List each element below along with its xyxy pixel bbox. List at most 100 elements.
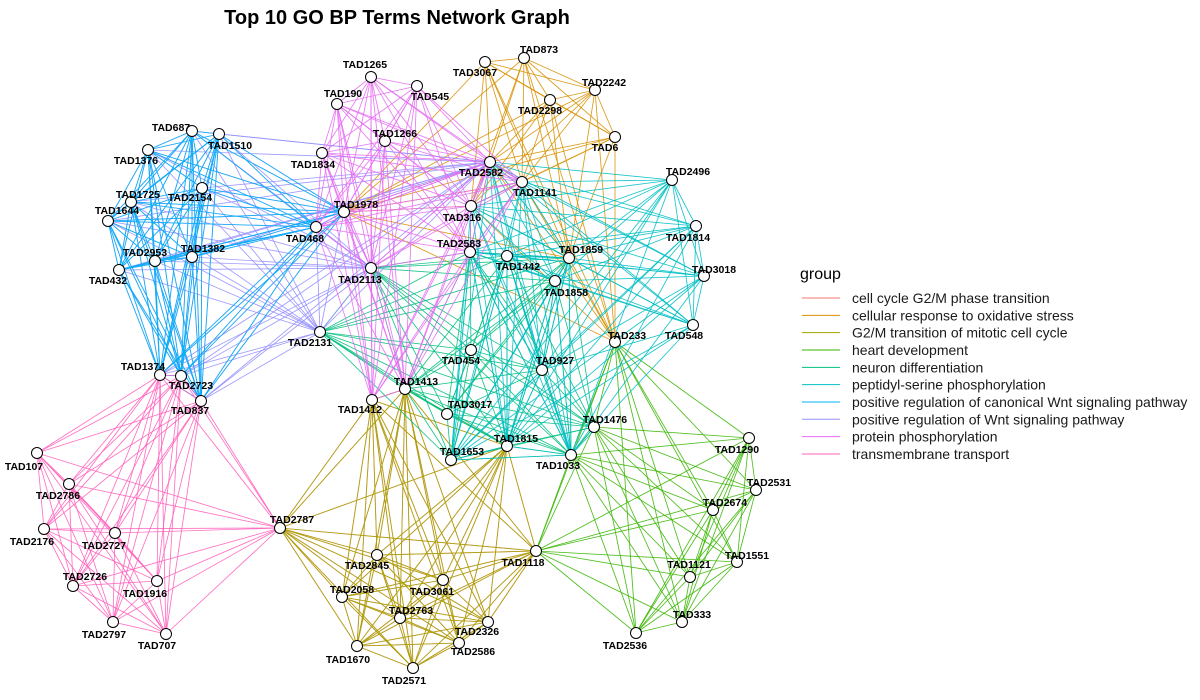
edge [535, 550, 691, 578]
edge [154, 260, 202, 402]
node-label: TAD2496 [666, 166, 710, 178]
edge [376, 445, 508, 556]
edge [315, 226, 406, 390]
node-label: TAD2154 [168, 192, 212, 204]
node-circle [437, 574, 449, 586]
edge [343, 211, 373, 401]
edge [416, 85, 491, 163]
edge [201, 187, 317, 228]
edge [384, 140, 491, 163]
node-circle [479, 56, 491, 68]
legend-item: cell cycle G2/M phase transition [802, 290, 1050, 306]
edge [450, 161, 491, 461]
edge [159, 130, 193, 376]
node-circle [750, 484, 762, 496]
edge [568, 179, 673, 259]
legend-label: protein phosphorylation [852, 429, 998, 445]
node-circle [588, 421, 600, 433]
edge [370, 267, 556, 282]
edge [535, 509, 714, 552]
edge [68, 483, 167, 635]
node-label: TAD2582 [459, 167, 503, 179]
edge [450, 181, 523, 461]
edge [36, 452, 45, 530]
edge [279, 527, 378, 556]
edge [107, 220, 321, 333]
edge [535, 489, 757, 552]
legend-item: G2/M transition of mitotic cell cycle [802, 325, 1068, 341]
edge [154, 133, 220, 262]
node-circle [196, 182, 208, 194]
edge [341, 554, 378, 598]
edge [370, 267, 406, 390]
edge [370, 161, 491, 269]
node-label: TAD545 [411, 91, 449, 103]
edge [118, 269, 202, 402]
edge [72, 585, 167, 635]
edge [370, 76, 386, 142]
edge [370, 251, 471, 269]
edge [156, 527, 281, 582]
edge [671, 179, 694, 326]
edge [112, 621, 167, 635]
edge [114, 527, 281, 534]
edge [130, 201, 321, 333]
edge [635, 509, 714, 634]
edge [356, 617, 401, 647]
edge [554, 179, 673, 282]
edge [506, 225, 697, 447]
edge [147, 149, 372, 269]
edge [315, 226, 321, 333]
edge [130, 130, 193, 203]
legend-label: neuron differentiation [852, 359, 983, 375]
edge [470, 205, 572, 456]
edge [315, 226, 372, 269]
edge [279, 399, 373, 529]
edge [341, 388, 406, 598]
node-circle [465, 200, 477, 212]
node-circle [501, 250, 513, 262]
node-label: TAD1725 [116, 189, 160, 201]
edge [370, 76, 472, 207]
edge [736, 437, 750, 563]
edge [68, 400, 202, 485]
edge [200, 133, 220, 402]
edge [370, 76, 471, 253]
edge [43, 528, 74, 587]
node-circle [536, 364, 548, 376]
edge [107, 220, 202, 402]
edge [712, 489, 757, 511]
edge [114, 532, 158, 582]
edge [107, 149, 149, 222]
edge [399, 445, 508, 619]
node-label: TAD3017 [448, 399, 492, 411]
node-label: TAD2797 [82, 629, 126, 641]
edge [371, 140, 386, 401]
node-label: TAD1266 [373, 128, 417, 140]
node-circle [331, 98, 343, 110]
edge [570, 454, 691, 578]
edge [484, 61, 570, 259]
edge [315, 226, 471, 253]
edge [506, 426, 595, 447]
node-label: TAD316 [443, 212, 481, 224]
edge [118, 269, 321, 333]
edge [541, 369, 572, 456]
edge [343, 99, 551, 213]
edge [614, 341, 691, 578]
edge [370, 205, 472, 269]
legend-label: heart development [852, 342, 968, 358]
edge [521, 99, 551, 183]
edge [370, 76, 406, 390]
node-label: TAD1653 [440, 446, 484, 458]
edge [689, 561, 738, 578]
edge [506, 255, 556, 282]
edge [484, 61, 491, 163]
edge [404, 388, 537, 552]
edge [399, 617, 489, 623]
edge [68, 375, 182, 485]
edge [279, 388, 406, 529]
edge [200, 267, 372, 402]
edge [442, 445, 508, 581]
edge [450, 369, 543, 461]
